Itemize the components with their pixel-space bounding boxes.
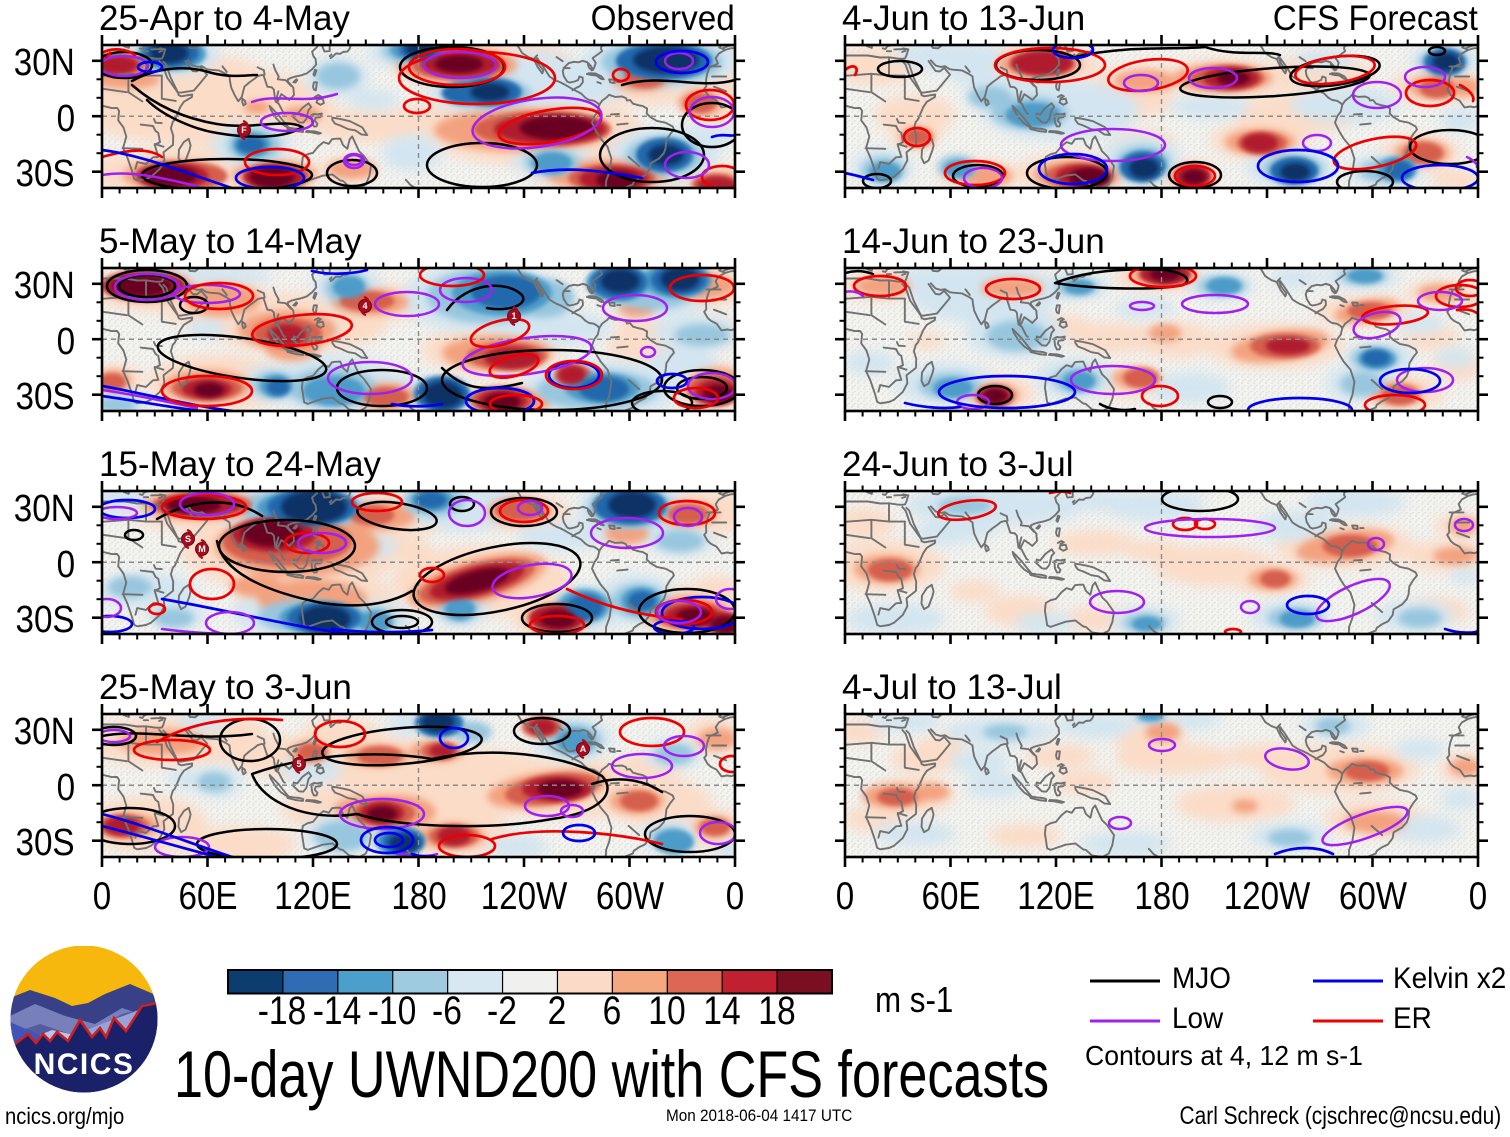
svg-text:F: F: [241, 125, 247, 135]
svg-text:NCICS: NCICS: [34, 1048, 135, 1081]
svg-text:M: M: [198, 544, 206, 554]
svg-text:5: 5: [296, 759, 301, 769]
svg-text:1: 1: [511, 311, 516, 321]
svg-text:4: 4: [362, 301, 367, 311]
svg-text:A: A: [580, 744, 587, 754]
svg-text:S: S: [185, 534, 191, 544]
